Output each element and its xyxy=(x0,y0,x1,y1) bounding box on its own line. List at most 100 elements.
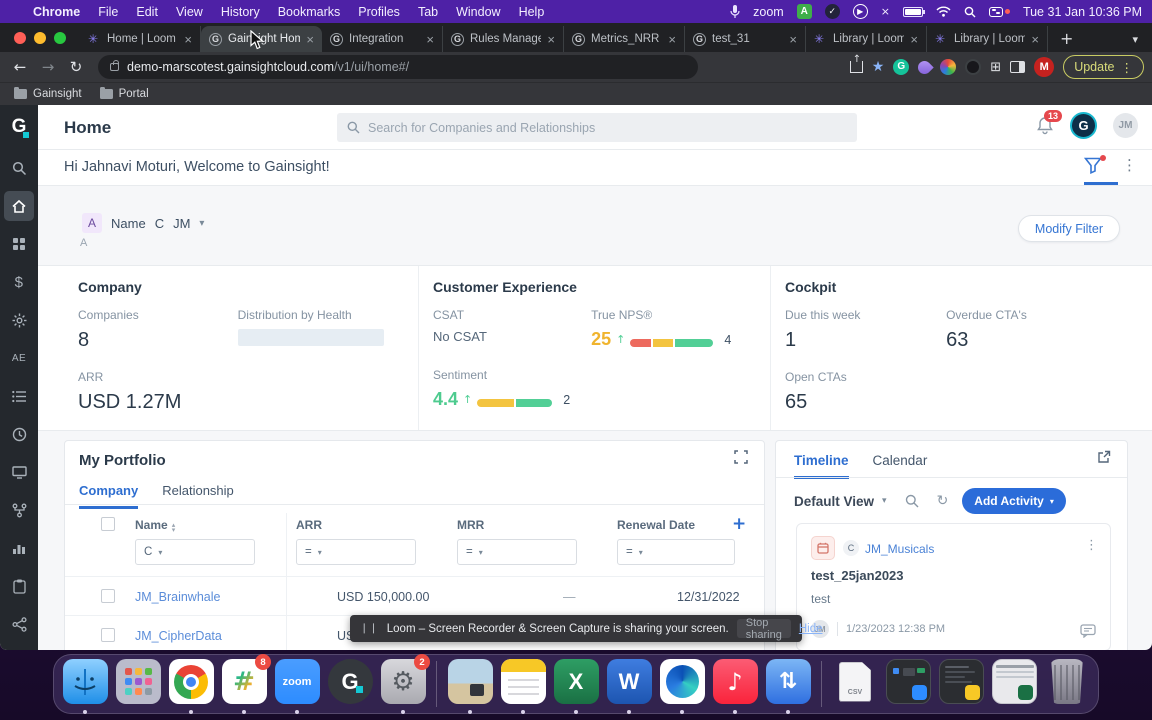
side-panel-icon[interactable] xyxy=(1010,61,1026,73)
menubar-item-view[interactable]: View xyxy=(175,4,203,19)
menubar-item-file[interactable]: File xyxy=(98,4,119,19)
tab-test31[interactable]: G test_31 × xyxy=(685,26,806,52)
sidebar-item-home[interactable] xyxy=(4,191,34,221)
dock-trash[interactable] xyxy=(1044,658,1090,710)
wifi-icon[interactable] xyxy=(936,6,951,17)
arr-filter-input[interactable]: = ▾ xyxy=(296,539,416,565)
tab-timeline[interactable]: Timeline xyxy=(794,453,849,479)
dock-slack[interactable]: # 8 xyxy=(221,654,271,714)
tab-close-icon[interactable]: × xyxy=(910,31,918,47)
bookmark-star-icon[interactable]: ★ xyxy=(871,59,885,75)
forward-button[interactable]: → xyxy=(41,58,55,76)
tab-close-icon[interactable]: × xyxy=(1031,31,1039,47)
add-column-button[interactable]: + xyxy=(732,514,747,534)
user-avatar[interactable]: JM xyxy=(1113,113,1138,138)
gainsight-logo[interactable]: G xyxy=(0,105,38,149)
more-options-button[interactable]: ⋮ xyxy=(1122,156,1138,174)
sidebar-item-dashboard[interactable] xyxy=(4,457,34,487)
a-status-icon[interactable]: A xyxy=(796,4,812,19)
tab-close-icon[interactable]: × xyxy=(184,31,192,47)
name-filter-input[interactable]: C ▾ xyxy=(135,539,255,565)
filter-chip-a[interactable]: A xyxy=(82,213,102,233)
modify-filter-button[interactable]: Modify Filter xyxy=(1017,215,1120,242)
reload-button[interactable]: ↻ xyxy=(69,58,83,76)
activity-company-link[interactable]: JM_Musicals xyxy=(865,542,935,556)
expand-icon[interactable] xyxy=(734,450,748,464)
arr-value[interactable]: USD 1.27M xyxy=(78,391,182,413)
activity-menu-dots[interactable]: ⋮ xyxy=(1085,538,1098,553)
new-tab-button[interactable]: + xyxy=(1060,29,1074,48)
maximize-window-button[interactable] xyxy=(54,32,66,44)
refresh-icon[interactable]: ↻ xyxy=(936,493,949,509)
view-selector[interactable]: Default View xyxy=(794,493,875,509)
row-checkbox[interactable] xyxy=(101,589,115,603)
minimize-window-button[interactable] xyxy=(34,32,46,44)
sidebar-item-history[interactable] xyxy=(4,419,34,449)
sidebar-item-search[interactable] xyxy=(4,153,34,183)
sidebar-item-analytics[interactable] xyxy=(4,533,34,563)
menubar-item-window[interactable]: Window xyxy=(456,4,501,19)
due-this-week-value[interactable]: 1 xyxy=(785,329,797,351)
chevron-down-icon[interactable]: ▾ xyxy=(199,217,205,229)
dock-launchpad[interactable] xyxy=(115,658,161,710)
dock-finder[interactable] xyxy=(62,658,108,714)
tab-library-loom-1[interactable]: Library | Loom × xyxy=(806,26,927,52)
tab-relationship[interactable]: Relationship xyxy=(162,483,234,498)
tab-company[interactable]: Company xyxy=(79,483,139,509)
column-renewal-date[interactable]: Renewal Date xyxy=(617,518,696,532)
bookmark-folder-portal[interactable]: Portal xyxy=(99,86,149,100)
tab-search-chevron[interactable]: ▾ xyxy=(1132,33,1138,46)
comment-icon[interactable] xyxy=(1080,624,1096,638)
chrome-update-button[interactable]: Update ⋮ xyxy=(1063,55,1144,79)
open-ctas-value[interactable]: 65 xyxy=(785,391,808,413)
extensions-puzzle-icon[interactable]: ⊞ xyxy=(990,59,1002,75)
table-row[interactable]: JM_Brainwhale USD 150,000.00 — 12/31/202… xyxy=(65,576,764,615)
control-center-icon[interactable] xyxy=(988,6,1010,17)
dock-photos[interactable] xyxy=(447,658,493,714)
activity-card[interactable]: C JM_Musicals ⋮ test_25jan2023 test JM 1… xyxy=(796,523,1111,650)
dock-csv-file[interactable]: CSV xyxy=(832,658,878,710)
stop-sharing-button[interactable]: Stop sharing xyxy=(736,617,791,641)
sentiment-value[interactable]: 4.4 xyxy=(433,389,459,409)
hide-button[interactable]: Hide xyxy=(798,622,823,635)
timeline-search-icon[interactable] xyxy=(905,494,919,508)
sidebar-item-ae[interactable]: AE xyxy=(11,352,27,364)
health-distribution-bar[interactable] xyxy=(237,329,384,346)
dock-minimized-window-zoom[interactable] xyxy=(885,658,931,710)
dark-extension-icon[interactable] xyxy=(965,59,982,75)
share-icon[interactable] xyxy=(849,54,863,73)
sidebar-item-revenue[interactable]: $ xyxy=(4,267,34,297)
sidebar-item-surveys[interactable] xyxy=(4,571,34,601)
tab-calendar[interactable]: Calendar xyxy=(872,453,928,468)
back-button[interactable]: ← xyxy=(13,58,27,76)
external-link-icon[interactable] xyxy=(1097,450,1111,464)
dock-minimized-window-excel[interactable] xyxy=(991,658,1037,710)
dock-edge[interactable] xyxy=(659,658,705,714)
notifications-button[interactable]: 13 xyxy=(1036,110,1063,135)
tab-gainsight-home[interactable]: G Gainsight Home × xyxy=(201,26,322,52)
sidebar-item-settings[interactable] xyxy=(4,305,34,335)
nps-value[interactable]: 25 xyxy=(591,329,612,349)
tab-metrics-nrr[interactable]: G Metrics_NRR × xyxy=(564,26,685,52)
filter-button[interactable] xyxy=(1084,154,1106,174)
sidebar-item-rules[interactable] xyxy=(4,381,34,411)
overdue-ctas-value[interactable]: 63 xyxy=(946,329,969,351)
add-activity-button[interactable]: Add Activity ▾ xyxy=(962,488,1066,514)
dock-minimized-window-notes[interactable] xyxy=(938,658,984,710)
tab-integration[interactable]: G Integration × xyxy=(322,26,443,52)
column-arr[interactable]: ARR xyxy=(296,518,322,532)
close-window-button[interactable] xyxy=(14,32,26,44)
zoom-menubar-label[interactable]: zoom xyxy=(753,4,784,19)
gainsight-account-avatar[interactable]: G xyxy=(1070,112,1097,139)
activity-title[interactable]: test_25jan2023 xyxy=(811,568,904,583)
check-status-icon[interactable]: ✓ xyxy=(824,4,840,19)
menubar-item-help[interactable]: Help xyxy=(518,4,545,19)
bookmark-folder-gainsight[interactable]: Gainsight xyxy=(14,86,82,100)
column-name[interactable]: Name ▴ ▾ xyxy=(135,518,176,534)
company-link[interactable]: JM_CipherData xyxy=(135,629,222,643)
chevron-down-icon[interactable]: ▾ xyxy=(882,496,887,506)
tab-close-icon[interactable]: × xyxy=(547,31,555,47)
battery-icon[interactable] xyxy=(902,6,925,17)
companies-value[interactable]: 8 xyxy=(78,329,90,351)
select-all-checkbox[interactable] xyxy=(101,517,115,531)
